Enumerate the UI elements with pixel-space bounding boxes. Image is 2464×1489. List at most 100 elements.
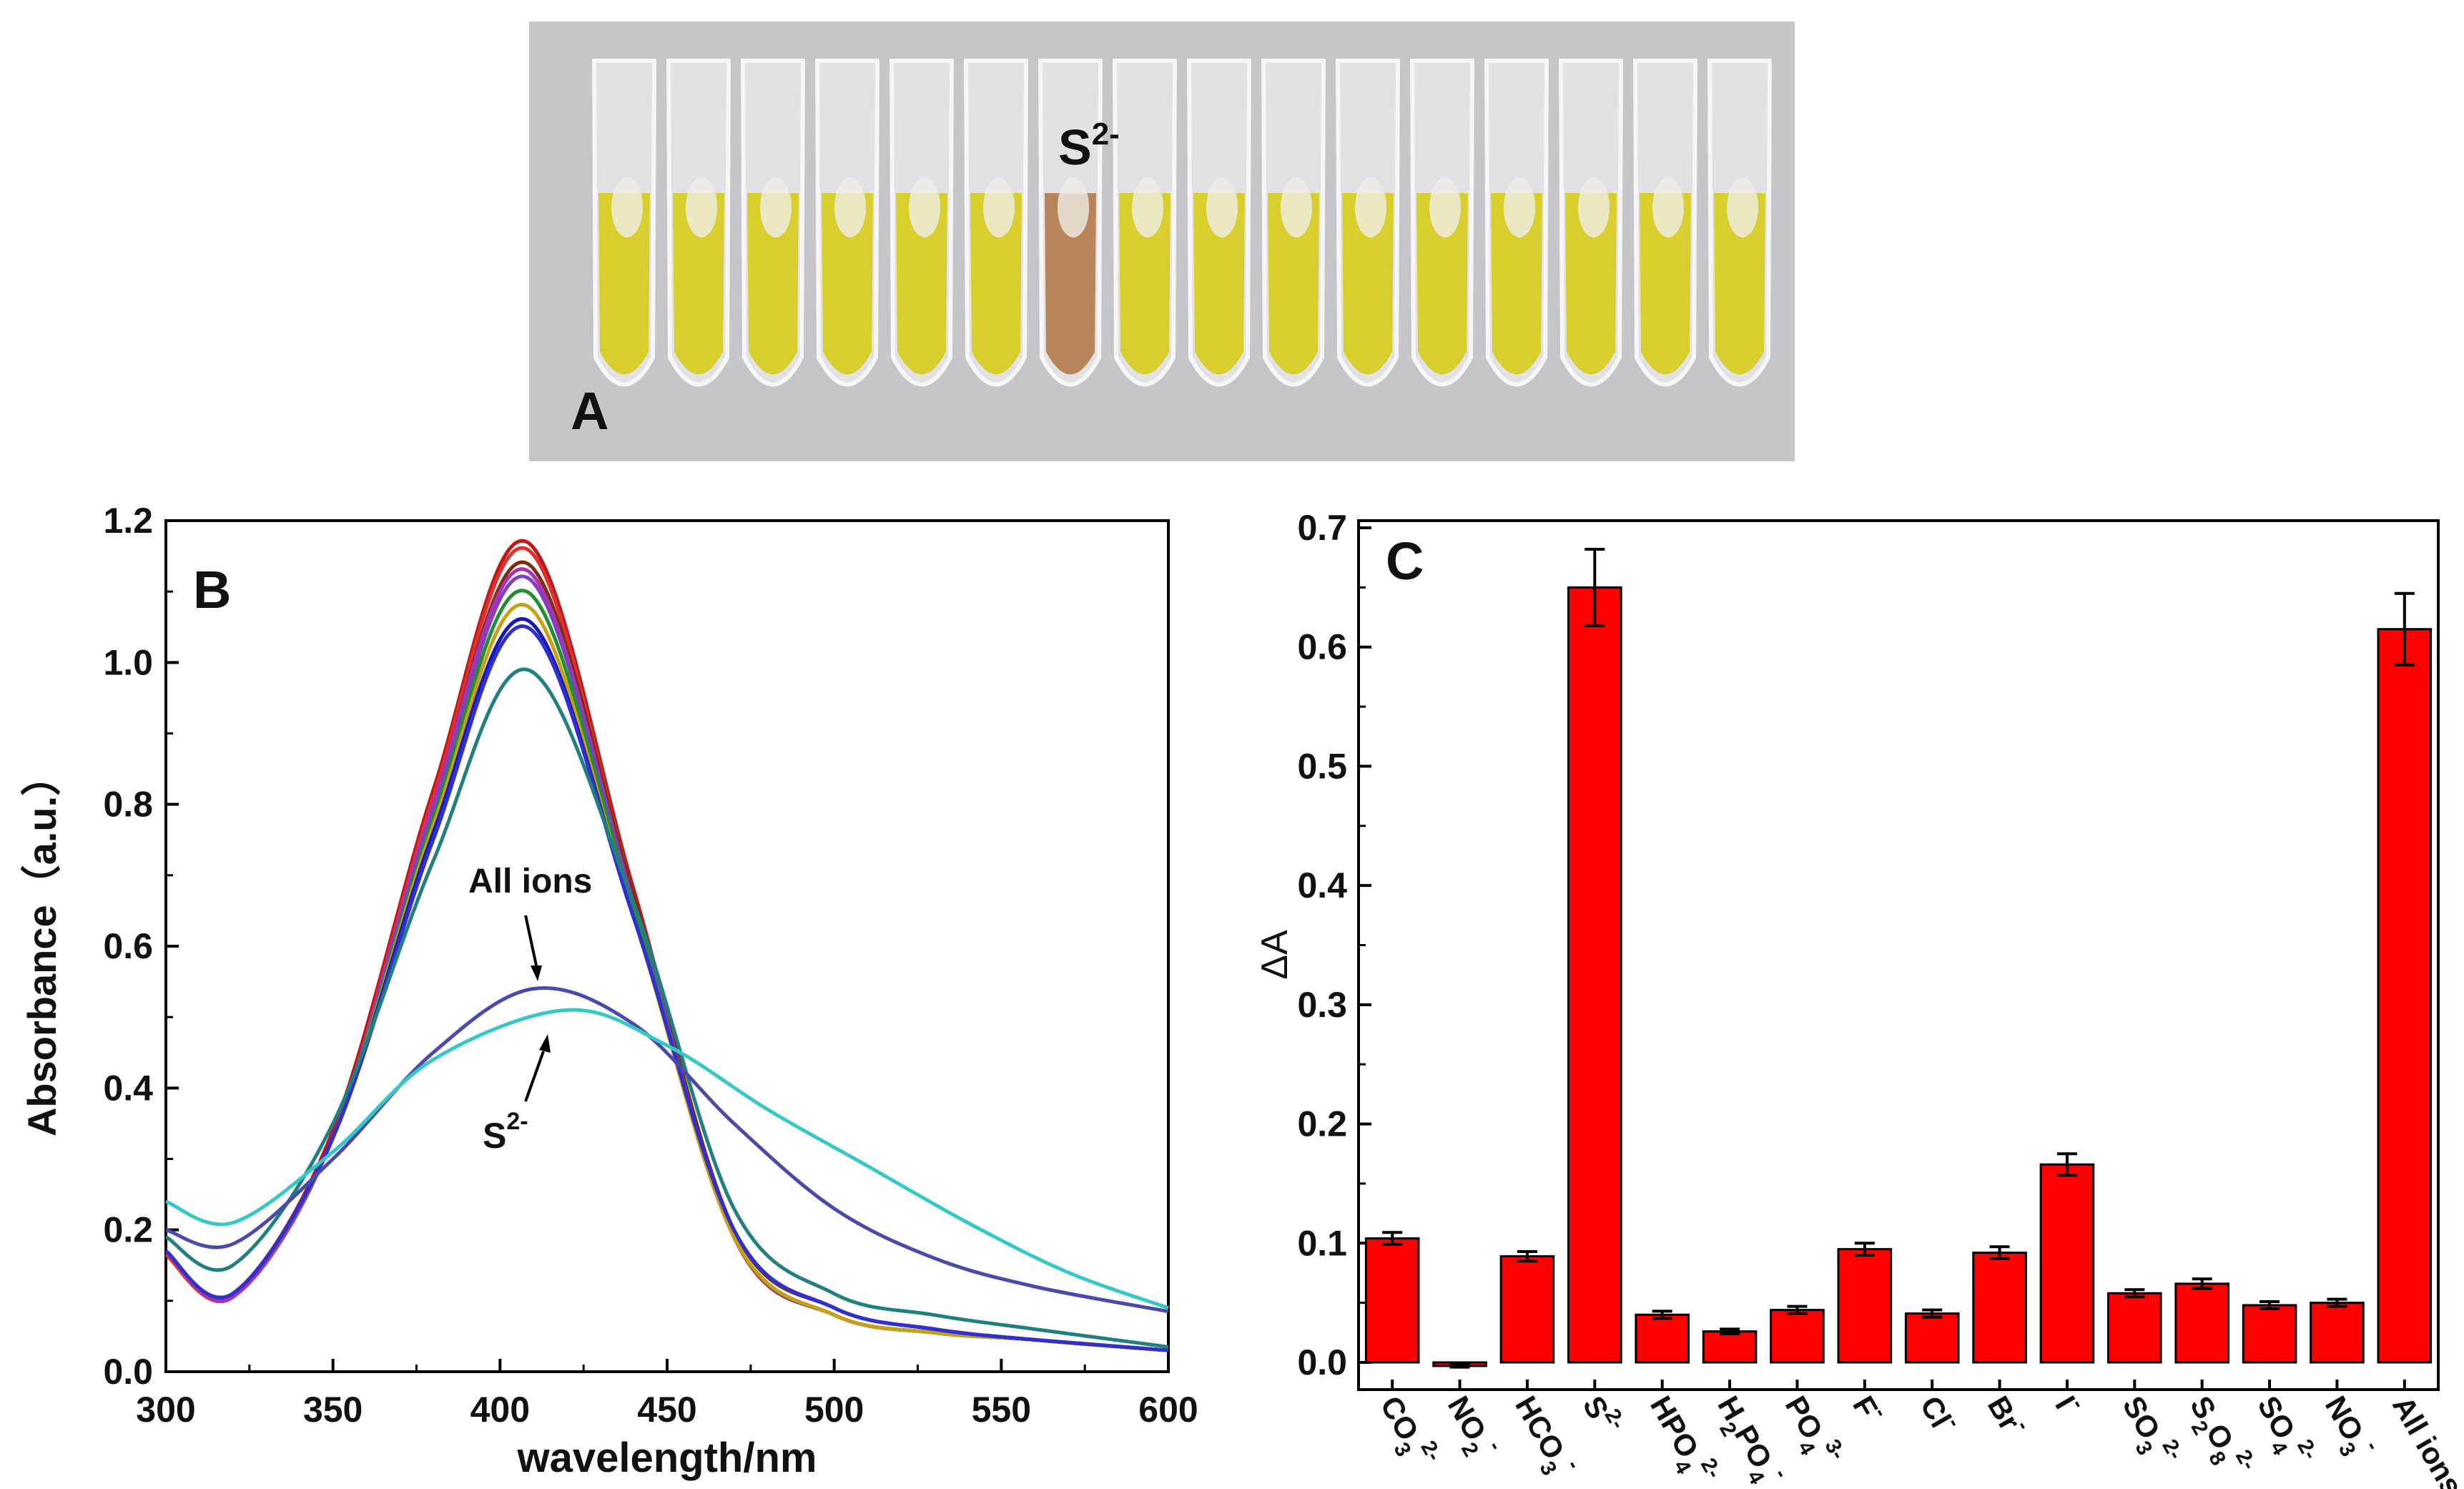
bar <box>1567 586 1622 1364</box>
x-tick-label: All ions <box>2386 1390 2464 1489</box>
x-tick-label: PO43- <box>1771 1387 1850 1476</box>
y-tick-label: 0.1 <box>1297 1223 1347 1263</box>
error-bar <box>1720 1327 1740 1335</box>
bars <box>1364 548 2433 1390</box>
tube-liquid <box>673 193 724 375</box>
bar <box>1837 1248 1893 1364</box>
tube <box>591 59 657 387</box>
error-bar <box>1585 548 1605 627</box>
y-tick-label: 0.5 <box>1297 746 1347 786</box>
y-tick-label: 0.6 <box>103 926 153 966</box>
bar <box>2242 1304 2297 1364</box>
error-bar <box>1787 1304 1808 1315</box>
y-tick-label: 0.6 <box>1297 627 1347 667</box>
y-tick-label: 0.4 <box>103 1068 153 1108</box>
tube-highlight <box>1429 177 1461 237</box>
tube-highlight <box>1206 177 1238 237</box>
x-tick-label: HPO42- <box>1637 1387 1726 1489</box>
y-tick-label: 0.0 <box>1297 1342 1347 1382</box>
absorbance-chart: 0.0 0.2 0.4 0.6 0.8 1.0 1.2 300 350 400 450 500 550… <box>19 501 1198 1481</box>
error-bar <box>1854 1242 1875 1257</box>
s2-arrow <box>524 1051 545 1102</box>
error-bar <box>2124 1288 2145 1299</box>
tube <box>1707 59 1773 387</box>
y-ticks: 0.0 0.1 0.2 0.3 0.4 0.5 0.6 0.7 <box>1297 508 1371 1382</box>
bar <box>1770 1309 1825 1364</box>
x-tick-label: 500 <box>804 1390 864 1430</box>
spectrum-line <box>164 667 1169 1349</box>
all-ions-arrowhead <box>531 965 542 981</box>
tube-highlight <box>1355 177 1386 237</box>
tube-liquid <box>1491 193 1542 375</box>
s2-tube-label: S2- <box>1058 117 1120 175</box>
panel-c-label: C <box>1386 531 1424 591</box>
x-tick-label: F- <box>1846 1387 1893 1429</box>
delta-a-bar-chart: 0.00.10.20.30.40.50.60.7 CO32-NO2- HCO3-S… <box>1258 508 2464 1489</box>
x-tick-label: S2O82- <box>2177 1387 2261 1486</box>
tube-highlight <box>909 177 940 237</box>
tube <box>1186 59 1252 387</box>
error-bar <box>1989 1245 2010 1260</box>
tube <box>889 59 955 387</box>
tube-liquid <box>598 193 650 375</box>
bar <box>2377 628 2433 1364</box>
tube-liquid <box>896 193 947 375</box>
s2-annotation-base: S <box>483 1116 506 1156</box>
tube-highlight <box>1058 177 1089 237</box>
tube <box>1484 59 1549 387</box>
x-tick-label: 600 <box>1138 1390 1198 1430</box>
x-tick-labels: CO32-NO2- HCO3-S2- HPO42-H2PO4-PO43-F- Cl- B… <box>1374 1387 2464 1489</box>
x-tick-label: NO2- <box>1434 1387 1507 1467</box>
x-tick-label: Br- <box>1981 1387 2036 1443</box>
error-bar <box>1517 1249 1537 1263</box>
x-tick-label: 550 <box>972 1390 1031 1430</box>
error-bar <box>1922 1308 1943 1319</box>
x-tick-label: 400 <box>470 1390 530 1430</box>
y-ticks: 0.0 0.2 0.4 0.6 0.8 1.0 1.2 <box>103 501 179 1392</box>
bar <box>1972 1252 2027 1364</box>
y-axis-title: ΔA <box>1258 930 1296 980</box>
x-axis-title: wavelength/nm <box>517 1435 817 1481</box>
tube <box>1409 59 1475 387</box>
tube-liquid <box>970 193 1022 375</box>
tube-highlight <box>1504 177 1535 237</box>
tube-liquid <box>1119 193 1171 375</box>
x-ticks: 300 350 400 450 500 550 600 <box>136 1359 1198 1430</box>
x-tick-label: I- <box>2049 1387 2090 1420</box>
y-tick-label: 0.7 <box>1297 508 1347 548</box>
tube <box>1558 59 1624 387</box>
tube-highlight <box>1132 177 1163 237</box>
x-tick-label: SO32- <box>2109 1387 2187 1476</box>
tube <box>666 59 731 387</box>
tube <box>814 59 880 387</box>
y-tick-label: 0.0 <box>103 1352 153 1392</box>
tube <box>1632 59 1698 387</box>
s2-arrowhead <box>539 1034 551 1053</box>
s2-annotation: S2- <box>483 1108 528 1156</box>
error-bar <box>2260 1299 2280 1310</box>
y-axis-title: Absorbance（a.u.） <box>19 756 64 1136</box>
tube <box>740 59 806 387</box>
tube-highlight <box>611 177 643 237</box>
tube <box>963 59 1029 387</box>
tube-highlight <box>834 177 866 237</box>
x-tick-label: NO3- <box>2311 1387 2385 1467</box>
error-bar <box>2192 1277 2212 1290</box>
tube-liquid <box>1342 193 1394 375</box>
tube-liquid <box>747 193 799 375</box>
error-bar <box>2056 1152 2077 1177</box>
y-tick-label: 0.3 <box>1297 985 1347 1025</box>
tube-highlight <box>983 177 1015 237</box>
all-ions-annotation: All ions <box>468 863 592 900</box>
photo-tubes: A S2- <box>529 21 1795 461</box>
x-tick-label: Cl- <box>1913 1387 1966 1440</box>
tube-liquid <box>1268 193 1319 375</box>
tube-liquid <box>1193 193 1245 375</box>
x-tick-label: 350 <box>303 1390 363 1430</box>
bar <box>2174 1282 2229 1364</box>
error-bar <box>2327 1297 2347 1308</box>
tube-liquid <box>1416 193 1468 375</box>
tube-group <box>591 59 1773 387</box>
spectra-lines <box>164 539 1169 1352</box>
tube-highlight <box>1281 177 1312 237</box>
